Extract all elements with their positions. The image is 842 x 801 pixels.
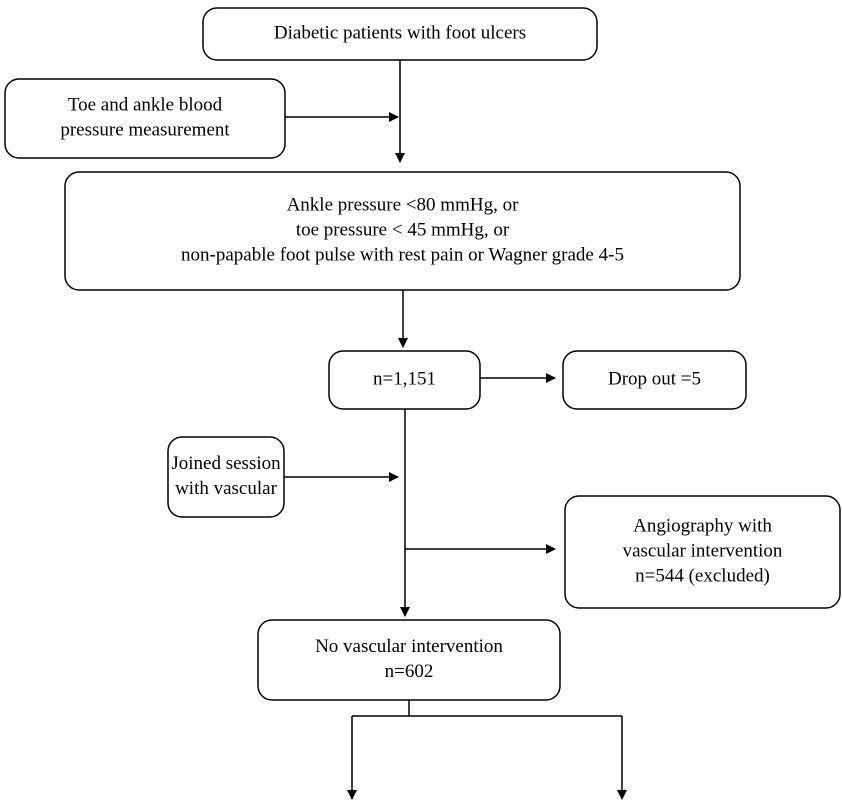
node-box (562, 350, 747, 410)
node-label: toe pressure < 45 mmHg, or (296, 219, 510, 240)
node-label: Drop out =5 (608, 368, 701, 389)
node-label: pressure measurement (60, 119, 230, 140)
node: No vascular intervention n=602 (257, 619, 561, 701)
node: n=1,151 (328, 350, 481, 410)
node-box (4, 78, 286, 159)
node: Joined session with vascular (167, 436, 285, 518)
node-label: n=544 (excluded) (635, 565, 770, 586)
node-box (257, 619, 561, 701)
node-label: No vascular intervention (315, 636, 503, 657)
node-label: non-papable foot pulse with rest pain or… (181, 244, 624, 265)
node: Ankle pressure <80 mmHg, or toe pressure … (64, 171, 741, 291)
node-label: n=602 (385, 661, 434, 682)
node-label: Joined session (171, 453, 281, 474)
node-box (167, 436, 285, 518)
node: Diabetic patients with foot ulcers (202, 7, 598, 61)
node-label: with vascular (175, 478, 278, 499)
node-label: Angiography with (633, 515, 772, 536)
node-box (202, 7, 598, 61)
node: Angiography with vascular intervention n=5… (564, 495, 841, 609)
node-label: n=1,151 (373, 368, 436, 389)
node-label: vascular intervention (623, 540, 783, 561)
node-label: Toe and ankle blood (68, 94, 223, 115)
node-label: Ankle pressure <80 mmHg, or (287, 194, 519, 215)
node-box (564, 495, 841, 609)
node: Toe and ankle blood pressure measurement (4, 78, 286, 159)
nodes: Diabetic patients with foot ulcers Toe an… (4, 7, 841, 701)
connectors (284, 60, 627, 800)
node-label: Diabetic patients with foot ulcers (274, 22, 526, 43)
node-box (64, 171, 741, 291)
node-box (328, 350, 481, 410)
node: Drop out =5 (562, 350, 747, 410)
